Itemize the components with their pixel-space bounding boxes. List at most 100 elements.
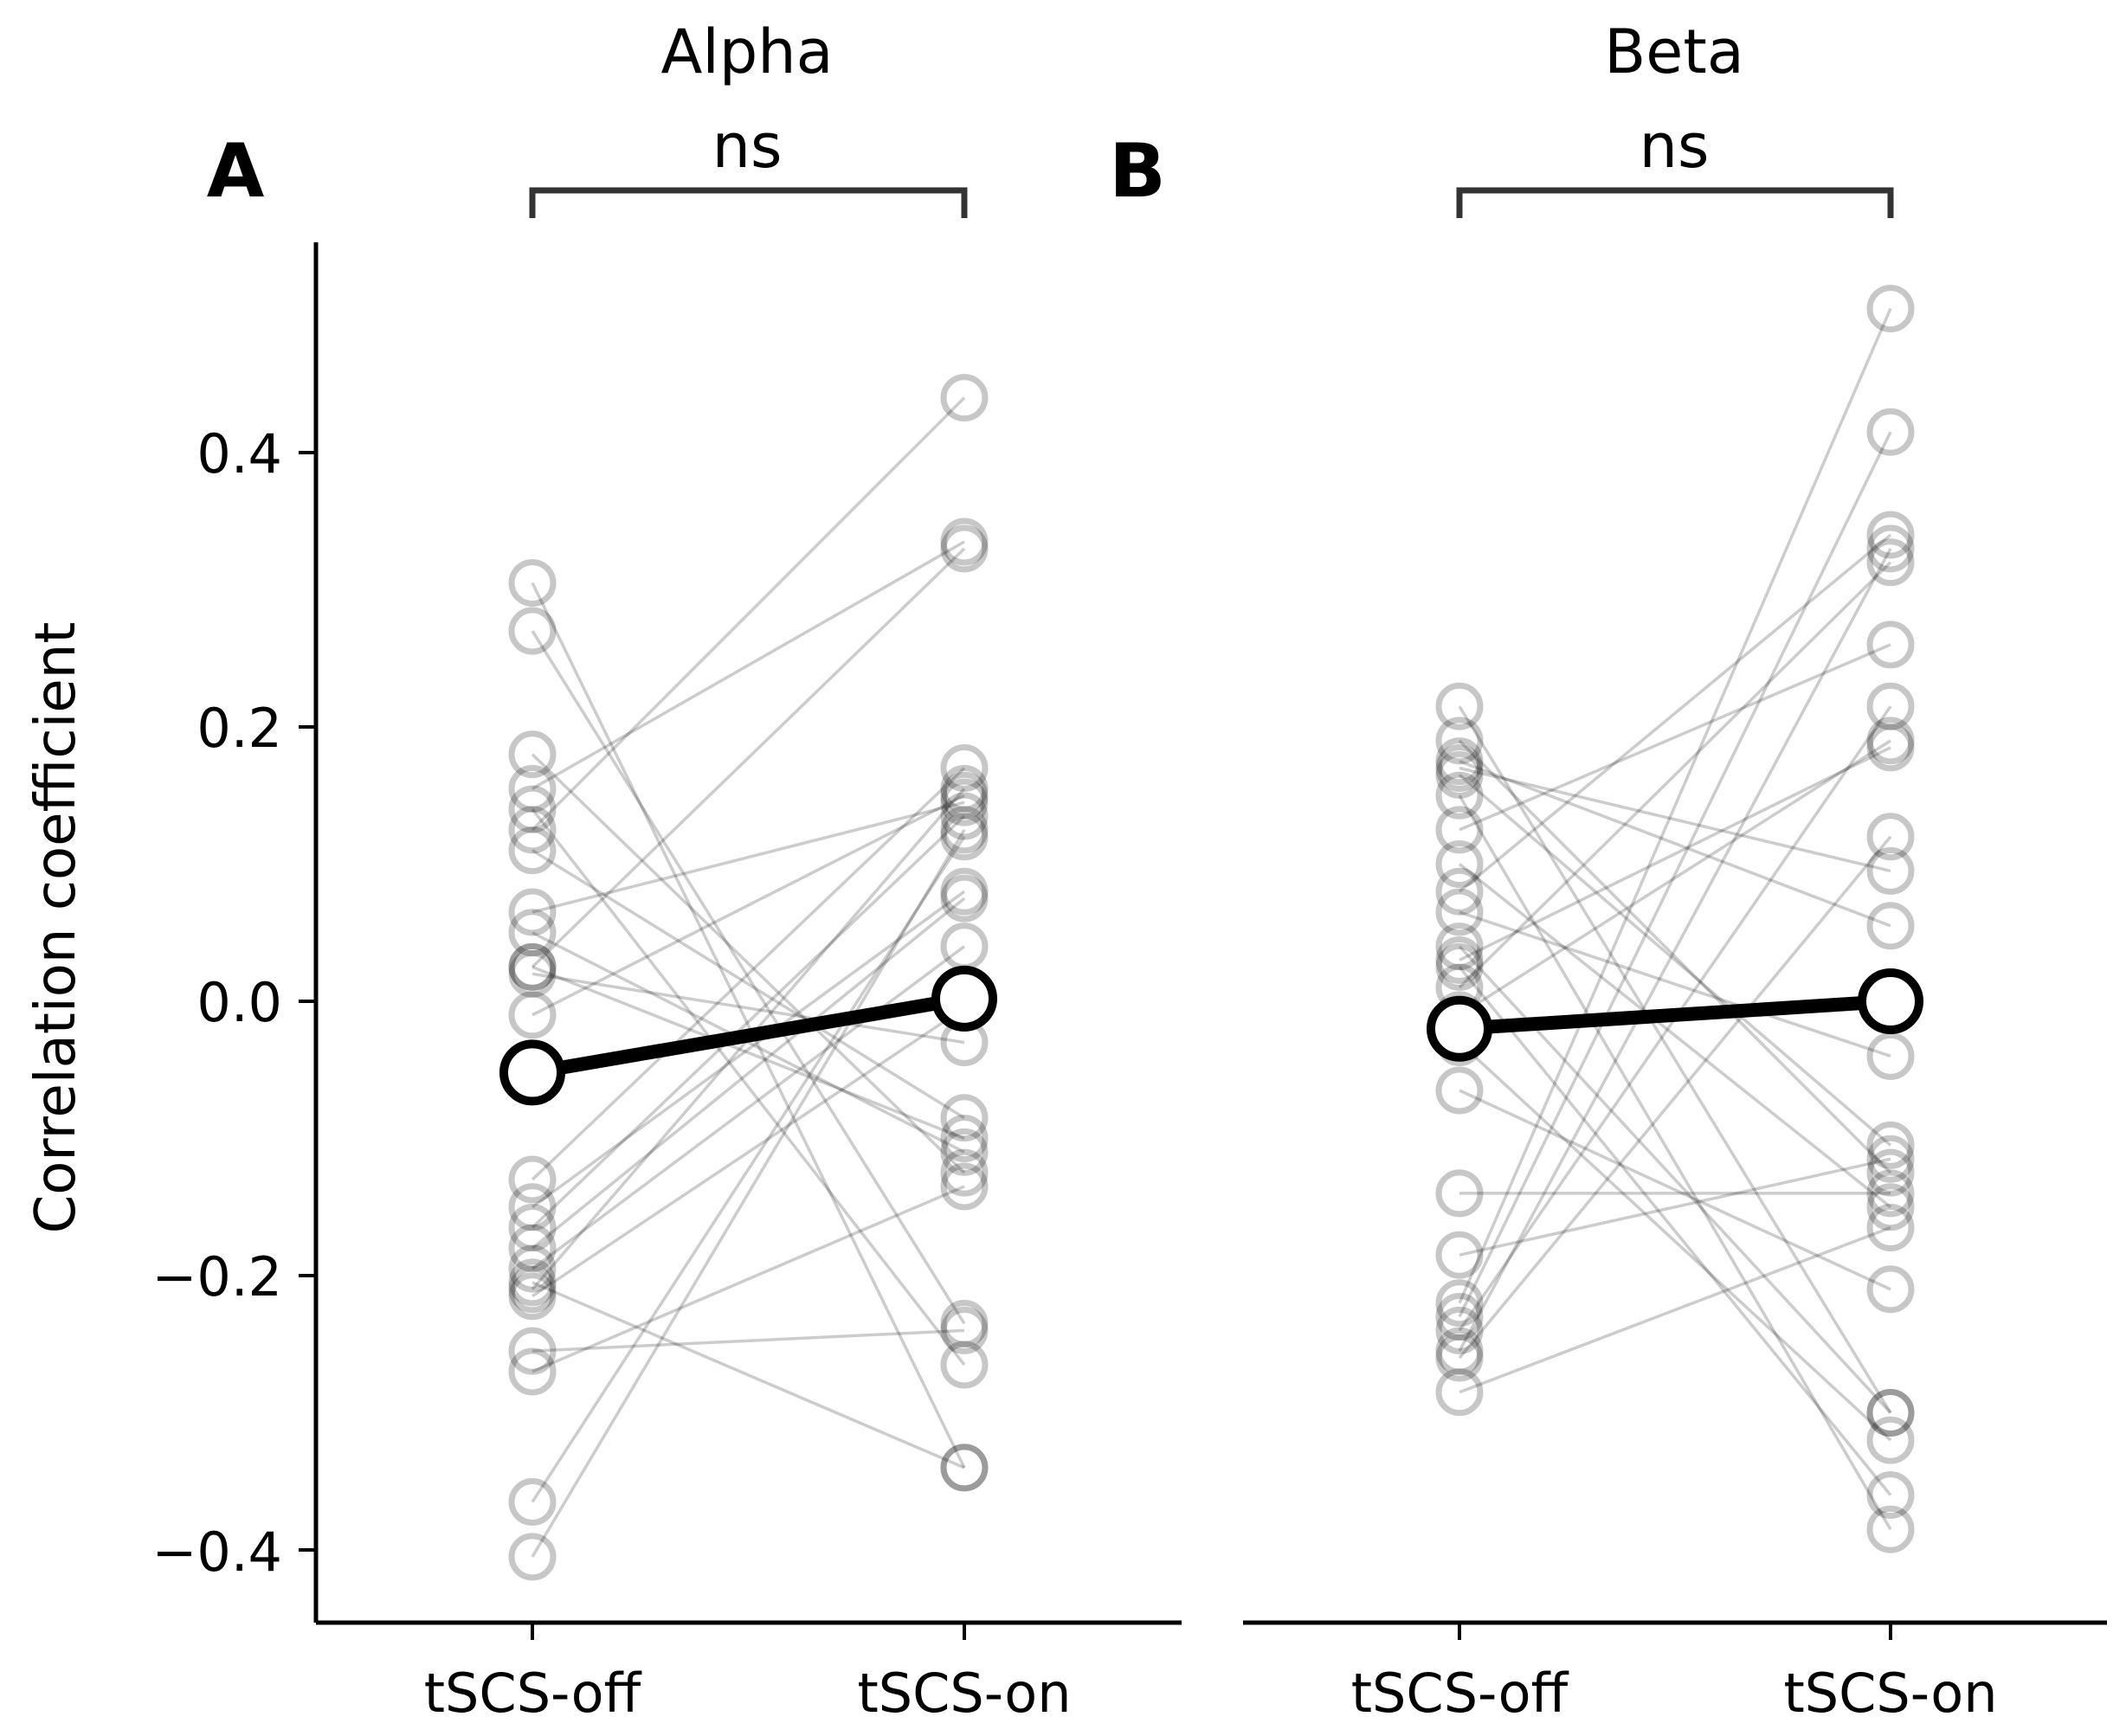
subject-line: [532, 1281, 965, 1469]
mean-point-off-b: [1427, 995, 1492, 1062]
subject-line: [531, 396, 966, 832]
subject-point-on: [940, 806, 989, 854]
subject-point-off: [1435, 1306, 1484, 1354]
subject-point-on: [940, 1115, 989, 1162]
subject-point-off: [1435, 840, 1484, 888]
subject-line: [531, 582, 966, 1469]
subject-point-off: [1435, 1293, 1484, 1341]
subject-point-off: [508, 1347, 557, 1396]
subject-point-on: [940, 744, 989, 793]
subject-point-on: [1866, 1471, 1915, 1520]
subject-point-off: [1435, 737, 1484, 786]
subject-point-on: [940, 1128, 989, 1176]
mean-line-b: [1459, 994, 1891, 1036]
mean-line-a: [531, 991, 966, 1080]
panel-letter-b: B: [1109, 128, 1166, 215]
x-tick-label-a-on: tSCS-on: [857, 1662, 1071, 1725]
subject-point-on: [940, 1306, 989, 1354]
subject-point-on: [1866, 538, 1915, 587]
subject-point-off: [1435, 1327, 1484, 1375]
x-tick-label-a-off: tSCS-off: [424, 1662, 642, 1725]
subject-point-on: [1866, 511, 1915, 559]
subject-point-off: [508, 1258, 557, 1307]
subject-line: [1458, 307, 1892, 1304]
subject-line: [1458, 835, 1892, 1360]
panel-title-alpha: Alpha: [660, 16, 833, 87]
y-tick-label: 0.4: [196, 422, 282, 485]
subject-point-on: [940, 867, 989, 916]
significance-label-b: ns: [1640, 111, 1710, 182]
subject-point-on: [1866, 1183, 1915, 1231]
subject-point-on: [1866, 902, 1915, 950]
subject-point-off: [508, 1327, 557, 1375]
subject-point-on: [1866, 717, 1915, 765]
subject-point-off: [508, 1224, 557, 1272]
subject-point-on: [1866, 1389, 1915, 1437]
subject-line: [532, 965, 965, 1141]
subject-line: [532, 849, 965, 1120]
subject-line: [1458, 548, 1892, 1353]
subject-point-on: [1866, 620, 1915, 669]
subject-point-off: [508, 826, 557, 875]
subject-point-off: [1435, 867, 1484, 916]
subject-point-on: [1866, 524, 1915, 573]
significance-bracket-a: [529, 187, 968, 218]
subject-point-off: [1435, 942, 1484, 991]
subject-point-on: [1866, 1505, 1915, 1553]
subject-point-off: [1435, 1334, 1484, 1382]
subject-point-off: [508, 730, 557, 779]
subject-point-on: [940, 524, 989, 573]
subject-point-off: [1435, 936, 1484, 984]
subject-line: [1459, 739, 1891, 1017]
subject-line: [532, 1328, 965, 1353]
subject-line: [531, 753, 966, 1174]
chart-marks: [299, 187, 2107, 1640]
subject-point-on: [940, 771, 989, 820]
subject-point-off: [508, 991, 557, 1039]
subject-point-on: [940, 1443, 989, 1492]
subject-line: [532, 540, 965, 790]
subject-line: [532, 794, 965, 1017]
subject-point-off: [508, 1155, 557, 1204]
subject-line: [1458, 774, 1892, 1147]
subject-line: [1458, 739, 1892, 1174]
subject-line: [531, 814, 966, 1229]
significance-label-a: ns: [712, 111, 783, 182]
subject-point-off: [1435, 682, 1484, 730]
subject-point-on: [1866, 408, 1915, 456]
subject-point-off: [508, 607, 557, 655]
subject-point-off: [508, 1204, 557, 1252]
subject-point-off: [1435, 1279, 1484, 1328]
subject-line: [531, 835, 966, 1503]
subject-point-off: [1435, 1368, 1484, 1417]
subject-line: [1458, 431, 1892, 1318]
subject-point-on: [1866, 1416, 1915, 1464]
subject-point-off: [508, 942, 557, 991]
subject-point-off: [1435, 717, 1484, 765]
subject-line: [1458, 561, 1892, 989]
subject-point-on: [1866, 1121, 1915, 1169]
subject-point-off: [508, 909, 557, 957]
subject-line: [532, 800, 965, 914]
subject-line: [532, 1006, 965, 1298]
subject-line: [1459, 1225, 1891, 1394]
subject-line: [531, 767, 966, 1181]
subject-line: [1459, 910, 1891, 1058]
subject-point-on: [1866, 1169, 1915, 1218]
subject-point-off: [508, 1478, 557, 1527]
subject-point-off: [508, 1265, 557, 1314]
subject-point-off: [1435, 1066, 1484, 1115]
subject-point-off: [508, 764, 557, 813]
subject-point-off: [508, 942, 557, 991]
subject-point-on: [940, 792, 989, 840]
subject-point-off: [1435, 888, 1484, 936]
subject-line: [1458, 794, 1892, 1531]
subject-line: [531, 808, 966, 1366]
subject-line: [1458, 705, 1892, 1414]
y-tick-label: −0.4: [151, 1521, 282, 1584]
subject-point-off: [1435, 771, 1484, 820]
subject-line: [1458, 1041, 1892, 1442]
x-tick-label-b-off: tSCS-off: [1351, 1662, 1569, 1725]
